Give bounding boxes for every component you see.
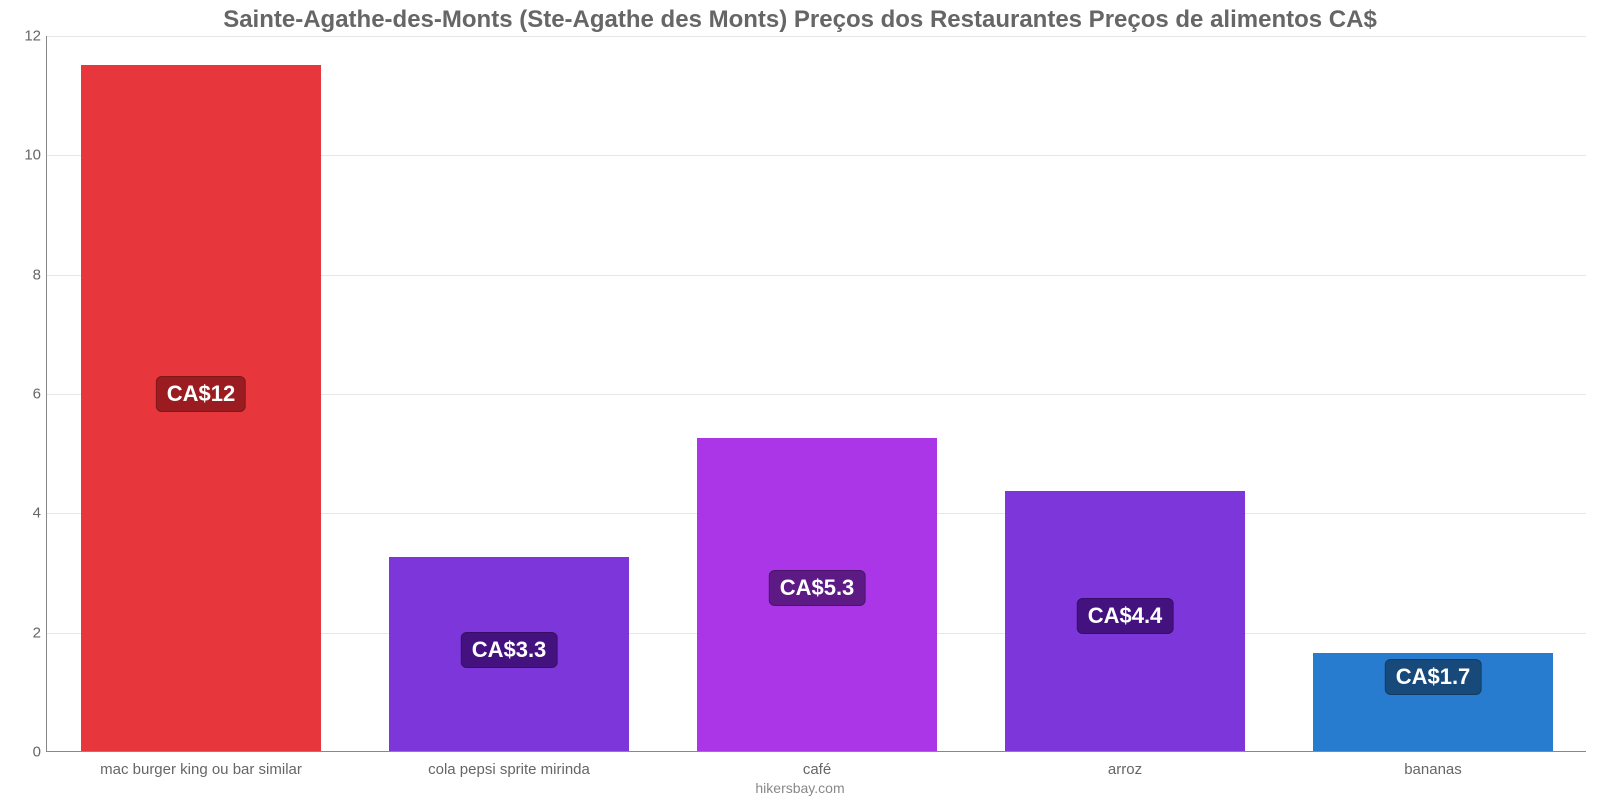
y-tick-label: 10 bbox=[7, 147, 41, 164]
y-tick-label: 4 bbox=[7, 505, 41, 522]
chart-footer: hikersbay.com bbox=[0, 780, 1600, 796]
bar-slot: CA$4.4arroz bbox=[971, 35, 1279, 751]
y-tick-label: 2 bbox=[7, 624, 41, 641]
plot-area: 024681012CA$12mac burger king ou bar sim… bbox=[46, 36, 1586, 752]
y-tick-label: 0 bbox=[7, 744, 41, 761]
x-category-label: arroz bbox=[1108, 761, 1142, 778]
bar-slot: CA$12mac burger king ou bar similar bbox=[47, 35, 355, 751]
x-category-label: cola pepsi sprite mirinda bbox=[428, 761, 590, 778]
y-tick-label: 12 bbox=[7, 28, 41, 45]
chart-title: Sainte-Agathe-des-Monts (Ste-Agathe des … bbox=[0, 6, 1600, 34]
bar-value-label: CA$12 bbox=[156, 376, 246, 412]
x-category-label: café bbox=[803, 761, 831, 778]
bar-value-label: CA$5.3 bbox=[769, 570, 866, 606]
chart-container: Sainte-Agathe-des-Monts (Ste-Agathe des … bbox=[0, 0, 1600, 800]
bar-value-label: CA$3.3 bbox=[461, 632, 558, 668]
y-tick-label: 8 bbox=[7, 266, 41, 283]
bar-slot: CA$1.7bananas bbox=[1279, 35, 1587, 751]
bar-slot: CA$5.3café bbox=[663, 35, 971, 751]
x-category-label: bananas bbox=[1404, 761, 1462, 778]
bar-value-label: CA$4.4 bbox=[1077, 598, 1174, 634]
bar-value-label: CA$1.7 bbox=[1385, 659, 1482, 695]
x-category-label: mac burger king ou bar similar bbox=[100, 761, 302, 778]
bar-slot: CA$3.3cola pepsi sprite mirinda bbox=[355, 35, 663, 751]
y-tick-label: 6 bbox=[7, 386, 41, 403]
